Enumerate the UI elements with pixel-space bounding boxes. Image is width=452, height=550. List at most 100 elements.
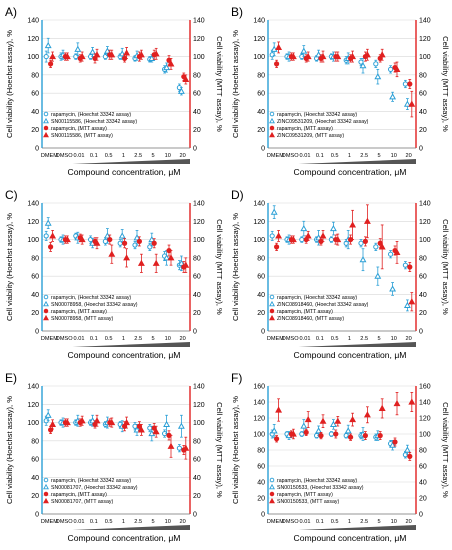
data-point-triangle (408, 298, 416, 305)
data-point-circle (392, 439, 398, 445)
data-point-triangle (74, 45, 82, 52)
x-tick-label: DMSO (56, 519, 73, 525)
legend-marker-triangle (269, 117, 275, 124)
y-tick-label-left: 80 (31, 72, 39, 79)
data-point-triangle (152, 259, 160, 266)
x-axis-label: Compound concentration, μM (294, 533, 407, 543)
data-point-triangle (78, 52, 86, 60)
data-point-triangle (403, 100, 411, 107)
y-tick-label-right: 40 (419, 292, 427, 299)
data-point-triangle (148, 235, 156, 243)
data-point-triangle (359, 62, 367, 69)
x-tick-label: 5 (151, 519, 154, 525)
y-axis-label-right: Cell viability (MTT assay), % (441, 402, 450, 498)
data-point-circle (373, 61, 379, 67)
y-tick-label-left: 40 (257, 109, 265, 116)
y-tick-label-left: 120 (27, 36, 39, 43)
data-point-triangle (44, 411, 52, 418)
legend-label: SN00115586, (MTT assay) (51, 133, 113, 139)
concentration-gradient-bar (298, 525, 416, 530)
data-point-circle (362, 238, 368, 245)
data-point-circle (348, 434, 354, 440)
y-tick-label-left: 20 (31, 310, 39, 317)
y-tick-label-right: 20 (419, 496, 427, 503)
y-tick-label-left: 40 (31, 475, 39, 482)
data-point-circle (299, 431, 305, 437)
y-tick-label-right: 100 (419, 54, 431, 61)
y-tick-label-right: 20 (419, 127, 427, 134)
x-tick-label: 10 (391, 336, 397, 342)
y-tick-label-right: 140 (193, 201, 205, 208)
data-point-triangle (329, 420, 337, 427)
y-tick-label-left: 20 (257, 127, 265, 134)
x-tick-label: DMSO (282, 153, 299, 159)
panel-label: A) (5, 5, 17, 19)
data-point-triangle (389, 93, 397, 100)
data-point-triangle (374, 73, 382, 80)
x-tick-label: 1 (348, 519, 351, 525)
legend-label: ZINC09531209, (MTT assay) (277, 133, 344, 139)
y-tick-label-left: 120 (253, 36, 265, 43)
concentration-gradient-bar (72, 342, 190, 347)
data-point-triangle (378, 51, 386, 58)
data-point-triangle (319, 417, 327, 424)
data-point-circle (151, 240, 157, 246)
y-tick-label-left: 100 (27, 237, 39, 244)
legend-marker-triangle (269, 497, 275, 504)
y-tick-label-left: 140 (27, 18, 39, 25)
x-tick-label: 0.01 (74, 336, 85, 342)
y-tick-label-right: 80 (419, 448, 427, 455)
y-tick-label-left: 60 (257, 464, 265, 471)
data-point-triangle (44, 41, 52, 49)
data-point-triangle (163, 254, 171, 261)
y-tick-label-right: 100 (193, 420, 205, 427)
data-point-circle (377, 433, 383, 439)
x-tick-label: 0.01 (300, 519, 311, 525)
y-tick-label-left: 0 (35, 512, 39, 519)
panel-label: F) (231, 371, 242, 385)
x-tick-label: 0.01 (74, 153, 85, 159)
x-tick-label: 20 (179, 153, 185, 159)
data-point-circle (373, 244, 379, 250)
y-tick-label-left: 40 (31, 109, 39, 116)
x-tick-label: 10 (165, 153, 171, 159)
data-point-triangle (123, 49, 131, 56)
data-point-triangle (349, 52, 357, 60)
legend-label: rapamycin, (Hoechst 33342 assay) (277, 478, 357, 484)
legend-marker-triangle (43, 117, 49, 124)
x-tick-label: DMEM (41, 153, 58, 159)
data-point-circle (122, 240, 128, 246)
data-point-circle (48, 427, 54, 433)
y-tick-label-left: 80 (31, 255, 39, 262)
y-tick-label-left: 140 (253, 400, 265, 407)
data-point-triangle (349, 221, 357, 228)
y-tick-label-left: 80 (31, 438, 39, 445)
y-tick-label-right: 60 (419, 464, 427, 471)
x-tick-label: 10 (165, 519, 171, 525)
x-tick-label: 0.5 (331, 519, 339, 525)
data-point-triangle (304, 415, 312, 423)
legend-marker-triangle (269, 300, 275, 307)
data-point-triangle (393, 399, 401, 407)
panel-label: D) (231, 188, 244, 202)
data-point-triangle (177, 422, 185, 429)
y-tick-label-right: 40 (193, 475, 201, 482)
data-point-triangle (167, 442, 175, 449)
data-point-triangle (270, 45, 278, 52)
concentration-gradient-bar (298, 342, 416, 347)
data-point-triangle (63, 235, 71, 243)
data-point-triangle (374, 272, 382, 279)
y-tick-label-right: 80 (193, 255, 201, 262)
legend-label: SN00115586, (Hoechst 33342 assay) (51, 119, 137, 125)
data-point-triangle (289, 430, 297, 437)
y-tick-label-right: 140 (193, 384, 205, 391)
y-tick-label-left: 0 (35, 329, 39, 336)
legend-label: SN00078958, (MTT assay) (51, 316, 113, 322)
x-tick-label: 1 (122, 336, 125, 342)
data-point-triangle (163, 63, 171, 71)
